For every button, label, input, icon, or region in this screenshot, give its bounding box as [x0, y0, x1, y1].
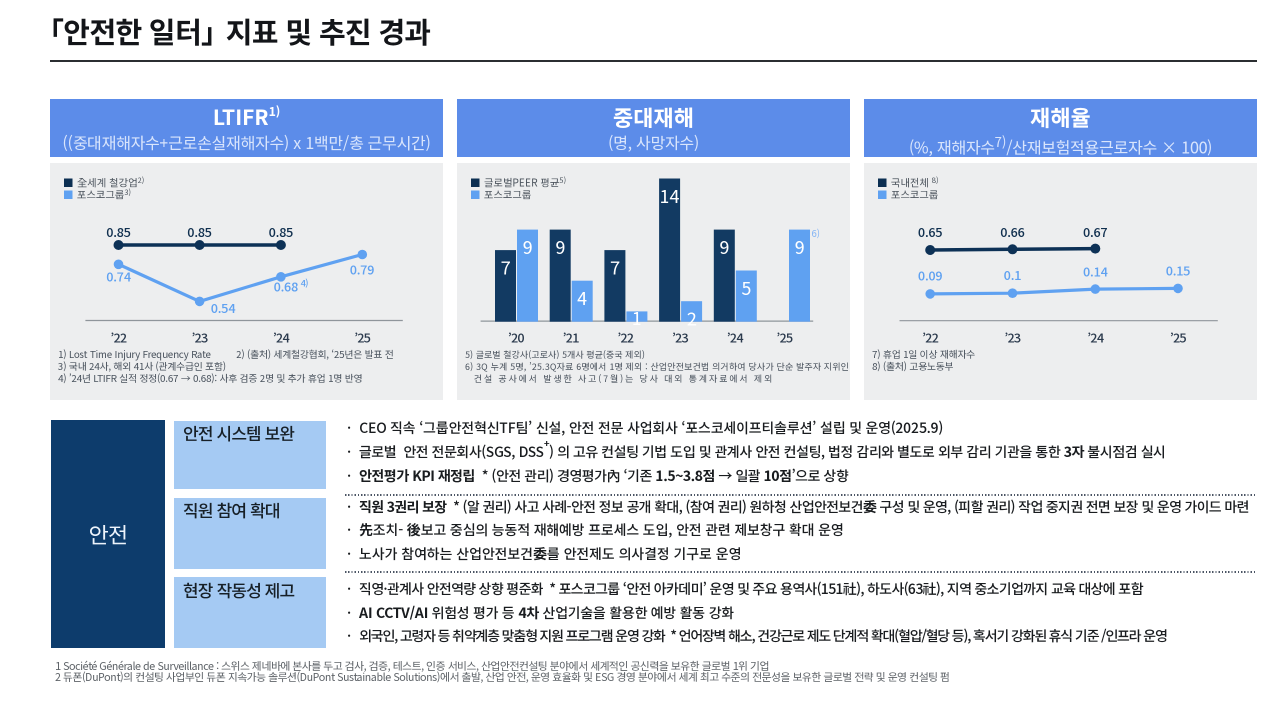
svg-text:포스코그룹3): 포스코그룹3)	[77, 187, 131, 202]
svg-text:0.66: 0.66	[1000, 222, 1025, 241]
svg-text:1: 1	[632, 305, 642, 331]
svg-text:0.85: 0.85	[269, 222, 293, 241]
svg-text:14: 14	[660, 183, 681, 209]
svg-text:9: 9	[555, 234, 565, 260]
svg-text:’23: ’23	[192, 328, 208, 347]
svg-text:포스코그룹: 포스코그룹	[484, 187, 532, 202]
svg-text:0.54: 0.54	[211, 298, 236, 317]
svg-text:0.1: 0.1	[1004, 265, 1021, 284]
svg-text:’22: ’22	[922, 328, 938, 347]
svg-text:5: 5	[741, 275, 751, 301]
svg-text:0.67: 0.67	[1083, 222, 1107, 241]
svg-text:글로벌PEER 평균5): 글로벌PEER 평균5)	[484, 175, 566, 190]
svg-text:’25: ’25	[354, 328, 370, 347]
svg-text:9: 9	[523, 234, 533, 260]
svg-text:9: 9	[795, 234, 805, 260]
svg-text:포스코그룹: 포스코그룹	[891, 187, 939, 202]
svg-text:0.85: 0.85	[187, 222, 211, 241]
svg-text:’24: ’24	[273, 328, 290, 347]
svg-text:0.09: 0.09	[918, 266, 943, 285]
svg-text:4: 4	[577, 285, 588, 311]
svg-text:0.14: 0.14	[1083, 261, 1108, 280]
svg-text:9: 9	[719, 234, 729, 260]
svg-text:’25: ’25	[1170, 328, 1186, 347]
svg-text:’25: ’25	[777, 328, 793, 347]
svg-text:’20: ’20	[508, 328, 525, 347]
svg-text:0.85: 0.85	[106, 222, 130, 241]
svg-text:’21: ’21	[563, 328, 579, 347]
svg-text:’22: ’22	[617, 328, 633, 347]
svg-text:’24: ’24	[727, 328, 744, 347]
svg-text:0.15: 0.15	[1166, 261, 1190, 280]
svg-text:7: 7	[501, 255, 511, 281]
svg-text:’23: ’23	[672, 328, 688, 347]
svg-text:0.74: 0.74	[106, 267, 131, 286]
svg-text:’22: ’22	[111, 328, 127, 347]
svg-text:0.68 4): 0.68 4)	[274, 277, 309, 296]
svg-text:국내전체 8): 국내전체 8)	[891, 175, 938, 190]
svg-text:’23: ’23	[1005, 328, 1021, 347]
svg-text:’24: ’24	[1087, 328, 1104, 347]
svg-text:2: 2	[687, 306, 697, 332]
svg-text:0.79: 0.79	[350, 260, 375, 279]
svg-text:全세계 철강업2): 全세계 철강업2)	[77, 175, 144, 190]
svg-text:7: 7	[610, 255, 620, 281]
svg-text:6): 6)	[812, 226, 820, 240]
svg-text:0.65: 0.65	[918, 222, 942, 241]
